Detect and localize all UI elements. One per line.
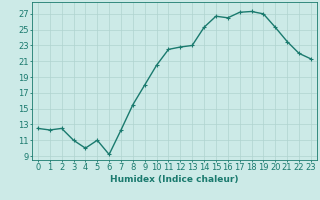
X-axis label: Humidex (Indice chaleur): Humidex (Indice chaleur) xyxy=(110,175,239,184)
